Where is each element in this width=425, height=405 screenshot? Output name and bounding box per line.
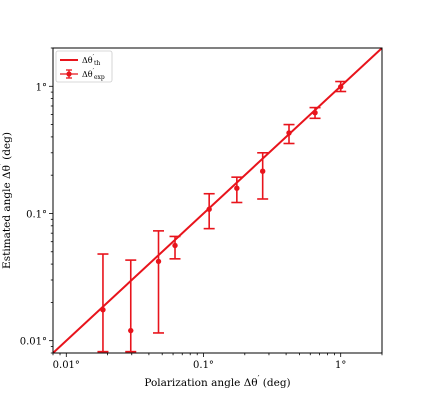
legend-label-experiment-base: Δθ [82, 70, 93, 79]
data-point [128, 327, 134, 334]
legend-label-experiment: Δθ′exp [82, 68, 105, 81]
plot-frame [52, 47, 383, 354]
data-point [206, 206, 212, 212]
data-point [234, 185, 240, 191]
x-tick-labels: 0.01° 0.1° 1° [53, 360, 347, 371]
x-tick-label: 0.1° [193, 360, 214, 371]
x-axis-label-main: Polarization angle Δθ [144, 377, 257, 389]
major-ticks [49, 85, 342, 357]
x-tick-label: 0.01° [53, 360, 80, 371]
data-point [100, 307, 106, 313]
y-tick-labels: 0.01° 0.1° 1° [20, 82, 47, 347]
theory-line [53, 48, 382, 353]
legend-label-experiment-sub: exp [94, 74, 105, 81]
x-axis-label-unit: (deg) [259, 377, 290, 389]
data-point [259, 168, 266, 174]
legend-label-theory-sub: th [94, 60, 100, 67]
legend-errorbar-swatch-marker [66, 71, 72, 77]
x-tick-label: 1° [335, 360, 346, 371]
y-axis-label-unit: (deg) [1, 132, 13, 163]
series-layer [53, 48, 382, 353]
legend: Δθ′th Δθ′exp [55, 50, 113, 83]
data-point [312, 109, 318, 116]
y-tick-label: 1° [36, 82, 47, 93]
y-axis-label-main: Estimated angle Δθ [1, 165, 13, 269]
y-axis-label: Estimated angle Δθ′ (deg) [0, 132, 13, 269]
y-tick-label: 0.1° [26, 209, 47, 220]
y-tick-label: 0.01° [20, 337, 47, 348]
legend-label-theory: Δθ′th [82, 54, 100, 67]
legend-label-theory-base: Δθ [82, 56, 93, 65]
data-point [155, 258, 162, 265]
x-axis-label: Polarization angle Δθ′ (deg) [144, 374, 290, 389]
data-point [286, 130, 292, 136]
data-point [172, 242, 178, 249]
data-point [337, 84, 344, 90]
